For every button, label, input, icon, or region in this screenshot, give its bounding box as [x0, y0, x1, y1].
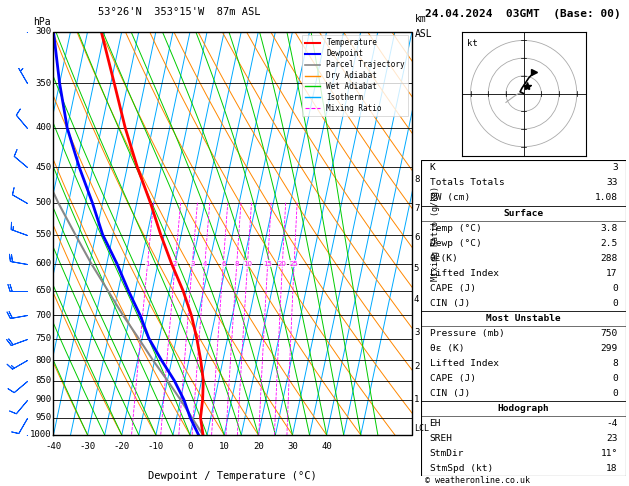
Text: 550: 550	[35, 230, 52, 239]
Text: EH: EH	[430, 419, 441, 428]
Text: 0: 0	[612, 389, 618, 398]
Text: 6: 6	[221, 261, 226, 267]
Text: 33: 33	[606, 178, 618, 188]
Text: 600: 600	[35, 260, 52, 268]
Text: 40: 40	[321, 442, 332, 451]
Text: 24.04.2024  03GMT  (Base: 00): 24.04.2024 03GMT (Base: 00)	[425, 9, 620, 19]
Text: 288: 288	[601, 254, 618, 262]
Text: 1.08: 1.08	[594, 193, 618, 203]
Text: Hodograph: Hodograph	[498, 404, 550, 413]
Text: -20: -20	[114, 442, 130, 451]
Text: CIN (J): CIN (J)	[430, 299, 470, 308]
Text: 350: 350	[35, 79, 52, 88]
Text: kt: kt	[467, 39, 478, 48]
Text: Mixing Ratio (g/kg): Mixing Ratio (g/kg)	[431, 186, 440, 281]
Text: Dewp (°C): Dewp (°C)	[430, 239, 481, 247]
Text: 4: 4	[203, 261, 207, 267]
Text: 299: 299	[601, 344, 618, 353]
Text: PW (cm): PW (cm)	[430, 193, 470, 203]
Text: 3: 3	[190, 261, 194, 267]
Text: -4: -4	[606, 419, 618, 428]
Text: Temp (°C): Temp (°C)	[430, 224, 481, 233]
Text: 1: 1	[414, 395, 420, 404]
Text: 7: 7	[414, 204, 420, 212]
Text: 0: 0	[187, 442, 192, 451]
Text: -10: -10	[148, 442, 164, 451]
Text: 8: 8	[235, 261, 239, 267]
Legend: Temperature, Dewpoint, Parcel Trajectory, Dry Adiabat, Wet Adiabat, Isotherm, Mi: Temperature, Dewpoint, Parcel Trajectory…	[302, 35, 408, 116]
Text: 400: 400	[35, 123, 52, 133]
Text: 53°26'N  353°15'W  87m ASL: 53°26'N 353°15'W 87m ASL	[97, 7, 260, 17]
Text: 20: 20	[278, 261, 287, 267]
Text: 17: 17	[606, 269, 618, 278]
Text: 5: 5	[414, 264, 420, 273]
Text: Dewpoint / Temperature (°C): Dewpoint / Temperature (°C)	[148, 471, 317, 481]
Text: 18: 18	[606, 464, 618, 473]
Text: 750: 750	[35, 334, 52, 343]
Text: LCL: LCL	[414, 424, 429, 433]
Text: 30: 30	[287, 442, 298, 451]
Text: 20: 20	[253, 442, 264, 451]
Text: km: km	[415, 14, 427, 24]
Text: hPa: hPa	[33, 17, 50, 27]
Text: 0: 0	[612, 374, 618, 383]
Text: θε (K): θε (K)	[430, 344, 464, 353]
Text: 2: 2	[173, 261, 177, 267]
Text: 8: 8	[612, 359, 618, 368]
Text: © weatheronline.co.uk: © weatheronline.co.uk	[425, 476, 530, 485]
Text: 3: 3	[414, 328, 420, 337]
Text: 0: 0	[612, 284, 618, 293]
Text: 4: 4	[414, 295, 420, 304]
Text: CAPE (J): CAPE (J)	[430, 284, 476, 293]
Text: Lifted Index: Lifted Index	[430, 359, 499, 368]
Text: 300: 300	[35, 27, 52, 36]
Text: Surface: Surface	[504, 208, 543, 218]
Text: K: K	[430, 163, 435, 173]
Text: 900: 900	[35, 395, 52, 404]
Text: 10: 10	[243, 261, 252, 267]
Text: -30: -30	[79, 442, 96, 451]
Text: CIN (J): CIN (J)	[430, 389, 470, 398]
Text: 700: 700	[35, 311, 52, 320]
Text: 800: 800	[35, 356, 52, 364]
Text: -40: -40	[45, 442, 62, 451]
Text: 850: 850	[35, 376, 52, 385]
Text: 25: 25	[290, 261, 299, 267]
Text: 1000: 1000	[30, 431, 52, 439]
Text: 650: 650	[35, 286, 52, 295]
Text: 1: 1	[145, 261, 150, 267]
Text: 2.5: 2.5	[601, 239, 618, 247]
Text: 10: 10	[219, 442, 230, 451]
Text: Lifted Index: Lifted Index	[430, 269, 499, 278]
Text: 3: 3	[612, 163, 618, 173]
Text: Most Unstable: Most Unstable	[486, 314, 561, 323]
Text: θε(K): θε(K)	[430, 254, 459, 262]
Text: StmSpd (kt): StmSpd (kt)	[430, 464, 493, 473]
Text: Totals Totals: Totals Totals	[430, 178, 504, 188]
Text: Pressure (mb): Pressure (mb)	[430, 329, 504, 338]
Text: 750: 750	[601, 329, 618, 338]
Text: 8: 8	[414, 175, 420, 184]
Text: 11°: 11°	[601, 449, 618, 458]
Text: 15: 15	[263, 261, 272, 267]
Text: 3.8: 3.8	[601, 224, 618, 233]
Text: ASL: ASL	[415, 29, 433, 39]
Text: StmDir: StmDir	[430, 449, 464, 458]
Text: 950: 950	[35, 413, 52, 422]
Text: 450: 450	[35, 163, 52, 172]
Text: 6: 6	[414, 233, 420, 242]
Text: 500: 500	[35, 198, 52, 207]
Text: 23: 23	[606, 434, 618, 443]
Text: SREH: SREH	[430, 434, 453, 443]
Text: 2: 2	[414, 362, 420, 370]
Text: CAPE (J): CAPE (J)	[430, 374, 476, 383]
Text: 0: 0	[612, 299, 618, 308]
